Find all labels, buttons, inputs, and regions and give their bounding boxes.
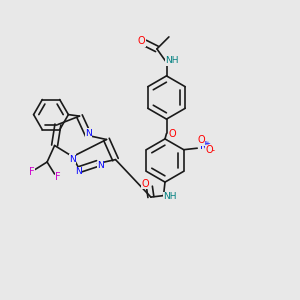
Text: N: N [75, 167, 81, 176]
Text: F: F [29, 167, 34, 177]
Text: NH: NH [165, 56, 179, 65]
Text: +: + [204, 141, 210, 147]
Text: NH: NH [164, 192, 177, 201]
Text: N: N [200, 141, 208, 151]
Text: F: F [56, 172, 61, 182]
Text: N: N [97, 161, 104, 170]
Text: O: O [141, 178, 149, 189]
Text: O: O [206, 145, 213, 155]
Text: N: N [85, 129, 92, 138]
Text: -: - [211, 146, 214, 155]
Text: O: O [137, 36, 145, 46]
Text: O: O [197, 135, 205, 145]
Text: N: N [69, 154, 76, 164]
Text: O: O [168, 129, 176, 140]
